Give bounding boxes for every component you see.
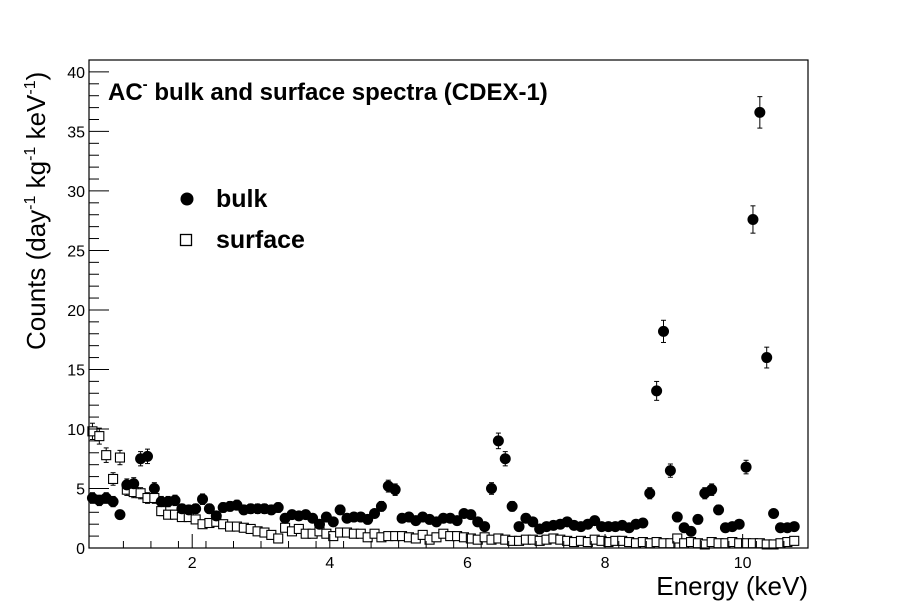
surface-point: [114, 452, 126, 463]
bulk-point: [644, 487, 656, 499]
bulk-point: [148, 482, 160, 494]
bulk-point: [369, 507, 381, 519]
surface-point: [108, 473, 119, 485]
bulk-point: [713, 504, 725, 516]
bulk-point: [141, 450, 153, 462]
x-tick-label: 4: [325, 555, 334, 572]
legend-bulk-label: bulk: [216, 185, 267, 213]
y-tick-label: 25: [67, 243, 85, 260]
surface-point: [273, 533, 284, 544]
bulk-point: [527, 516, 539, 528]
bulk-point: [334, 504, 346, 516]
bulk-point: [197, 493, 209, 505]
chart-title: AC- bulk and surface spectra (CDEX-1): [108, 76, 548, 106]
bulk-point: [465, 509, 477, 521]
axis-ticks: 2 4 6 8 10 0 5 10 15 20 25 30 35 40: [67, 59, 785, 572]
bulk-point: [327, 516, 339, 528]
legend: bulk surface: [179, 185, 305, 254]
x-axis-title: Energy (keV): [656, 571, 808, 601]
bulk-point: [637, 517, 649, 529]
surface-point: [101, 450, 112, 461]
surface-point: [789, 535, 800, 546]
bulk-point: [479, 521, 491, 533]
bulk-point: [169, 494, 181, 506]
bulk-point: [706, 484, 718, 496]
y-axis-title: Counts (day-1 kg-1 keV-1): [21, 72, 51, 350]
y-tick-label: 35: [67, 124, 85, 141]
y-tick-label: 15: [67, 362, 85, 379]
bulk-point: [389, 484, 401, 496]
bulk-point: [190, 503, 202, 515]
bulk-point: [692, 513, 704, 525]
y-tick-label: 10: [67, 422, 85, 439]
bulk-point: [210, 510, 222, 522]
bulk-point: [272, 502, 284, 514]
bulk-point: [747, 213, 759, 225]
bulk-point: [685, 525, 697, 537]
bulk-point: [506, 500, 518, 512]
bulk-point: [114, 509, 126, 521]
x-tick-label: 8: [601, 555, 610, 572]
bulk-point: [203, 503, 215, 515]
bulk-point: [658, 325, 670, 337]
bulk-point: [492, 435, 504, 447]
bulk-point: [499, 453, 511, 465]
x-tick-label: 6: [463, 555, 472, 572]
x-tick-label: 2: [188, 555, 197, 572]
legend-surface-label: surface: [216, 226, 305, 254]
y-tick-label: 40: [67, 65, 85, 82]
legend-surface-marker: [179, 233, 193, 247]
bulk-point: [486, 482, 498, 494]
surface-point: [94, 431, 105, 442]
y-tick-label: 20: [67, 303, 85, 320]
bulk-point: [513, 521, 525, 533]
bulk-point: [375, 500, 387, 512]
y-tick-label: 5: [76, 481, 85, 498]
bulk-point: [313, 518, 325, 530]
bulk-point: [768, 507, 780, 519]
bulk-point: [761, 352, 773, 364]
y-tick-label: 30: [67, 184, 85, 201]
y-tick-label: 0: [76, 541, 85, 558]
bulk-point: [651, 385, 663, 397]
bulk-point: [664, 465, 676, 477]
bulk-markers: [86, 106, 800, 537]
x-tick-label: 10: [734, 555, 752, 572]
bulk-point: [671, 511, 683, 523]
bulk-point: [788, 521, 800, 533]
legend-bulk-marker: [180, 192, 194, 206]
plot-frame: [88, 59, 809, 549]
bulk-point: [733, 518, 745, 530]
bulk-point: [128, 478, 140, 490]
bulk-point: [107, 496, 119, 508]
bulk-point: [451, 515, 463, 527]
bulk-point: [740, 461, 752, 473]
bulk-point: [754, 106, 766, 118]
